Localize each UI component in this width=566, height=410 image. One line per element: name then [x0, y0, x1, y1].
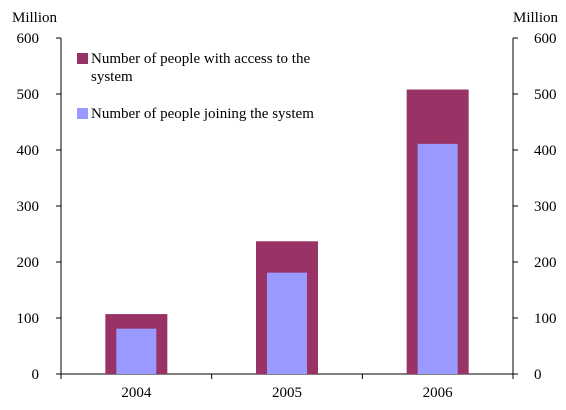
- right-y-tick-label: 0: [534, 367, 542, 383]
- legend-swatch: [77, 108, 88, 119]
- right-y-tick-label: 500: [534, 87, 557, 103]
- x-tick-label: 2006: [423, 385, 454, 401]
- left-y-tick-label: 600: [17, 31, 40, 47]
- left-y-tick-label: 300: [17, 199, 40, 215]
- right-unit-label: Million: [513, 10, 559, 26]
- legend-label: Number of people joining the system: [91, 106, 314, 122]
- right-y-tick-label: 600: [534, 31, 557, 47]
- right-y-tick-label: 300: [534, 199, 557, 215]
- left-y-tick-label: 400: [17, 143, 40, 159]
- legend-label: Number of people with access to the: [91, 51, 310, 67]
- bars: [105, 89, 469, 375]
- right-y-tick-label: 200: [534, 255, 557, 271]
- legend-label: system: [91, 69, 133, 85]
- bar-series-2: [417, 143, 458, 374]
- left-y-tick-label: 200: [17, 255, 40, 271]
- x-tick-label: 2004: [121, 385, 152, 401]
- left-y-tick-label: 100: [17, 311, 40, 327]
- legend-swatch: [77, 53, 88, 64]
- x-tick-label: 2005: [272, 385, 302, 401]
- left-y-tick-label: 500: [17, 87, 40, 103]
- right-y-tick-label: 100: [534, 311, 557, 327]
- legend: Number of people with access to the syste…: [77, 51, 314, 122]
- ticks: 0 0 100 100 200 200 300 300 400 400 500 500 600 600 20…: [17, 31, 557, 401]
- bar-series-2: [267, 272, 307, 374]
- left-unit-label: Million: [12, 10, 58, 26]
- bar-series-2: [116, 328, 157, 374]
- left-y-tick-label: 0: [32, 367, 40, 383]
- right-y-tick-label: 400: [534, 143, 557, 159]
